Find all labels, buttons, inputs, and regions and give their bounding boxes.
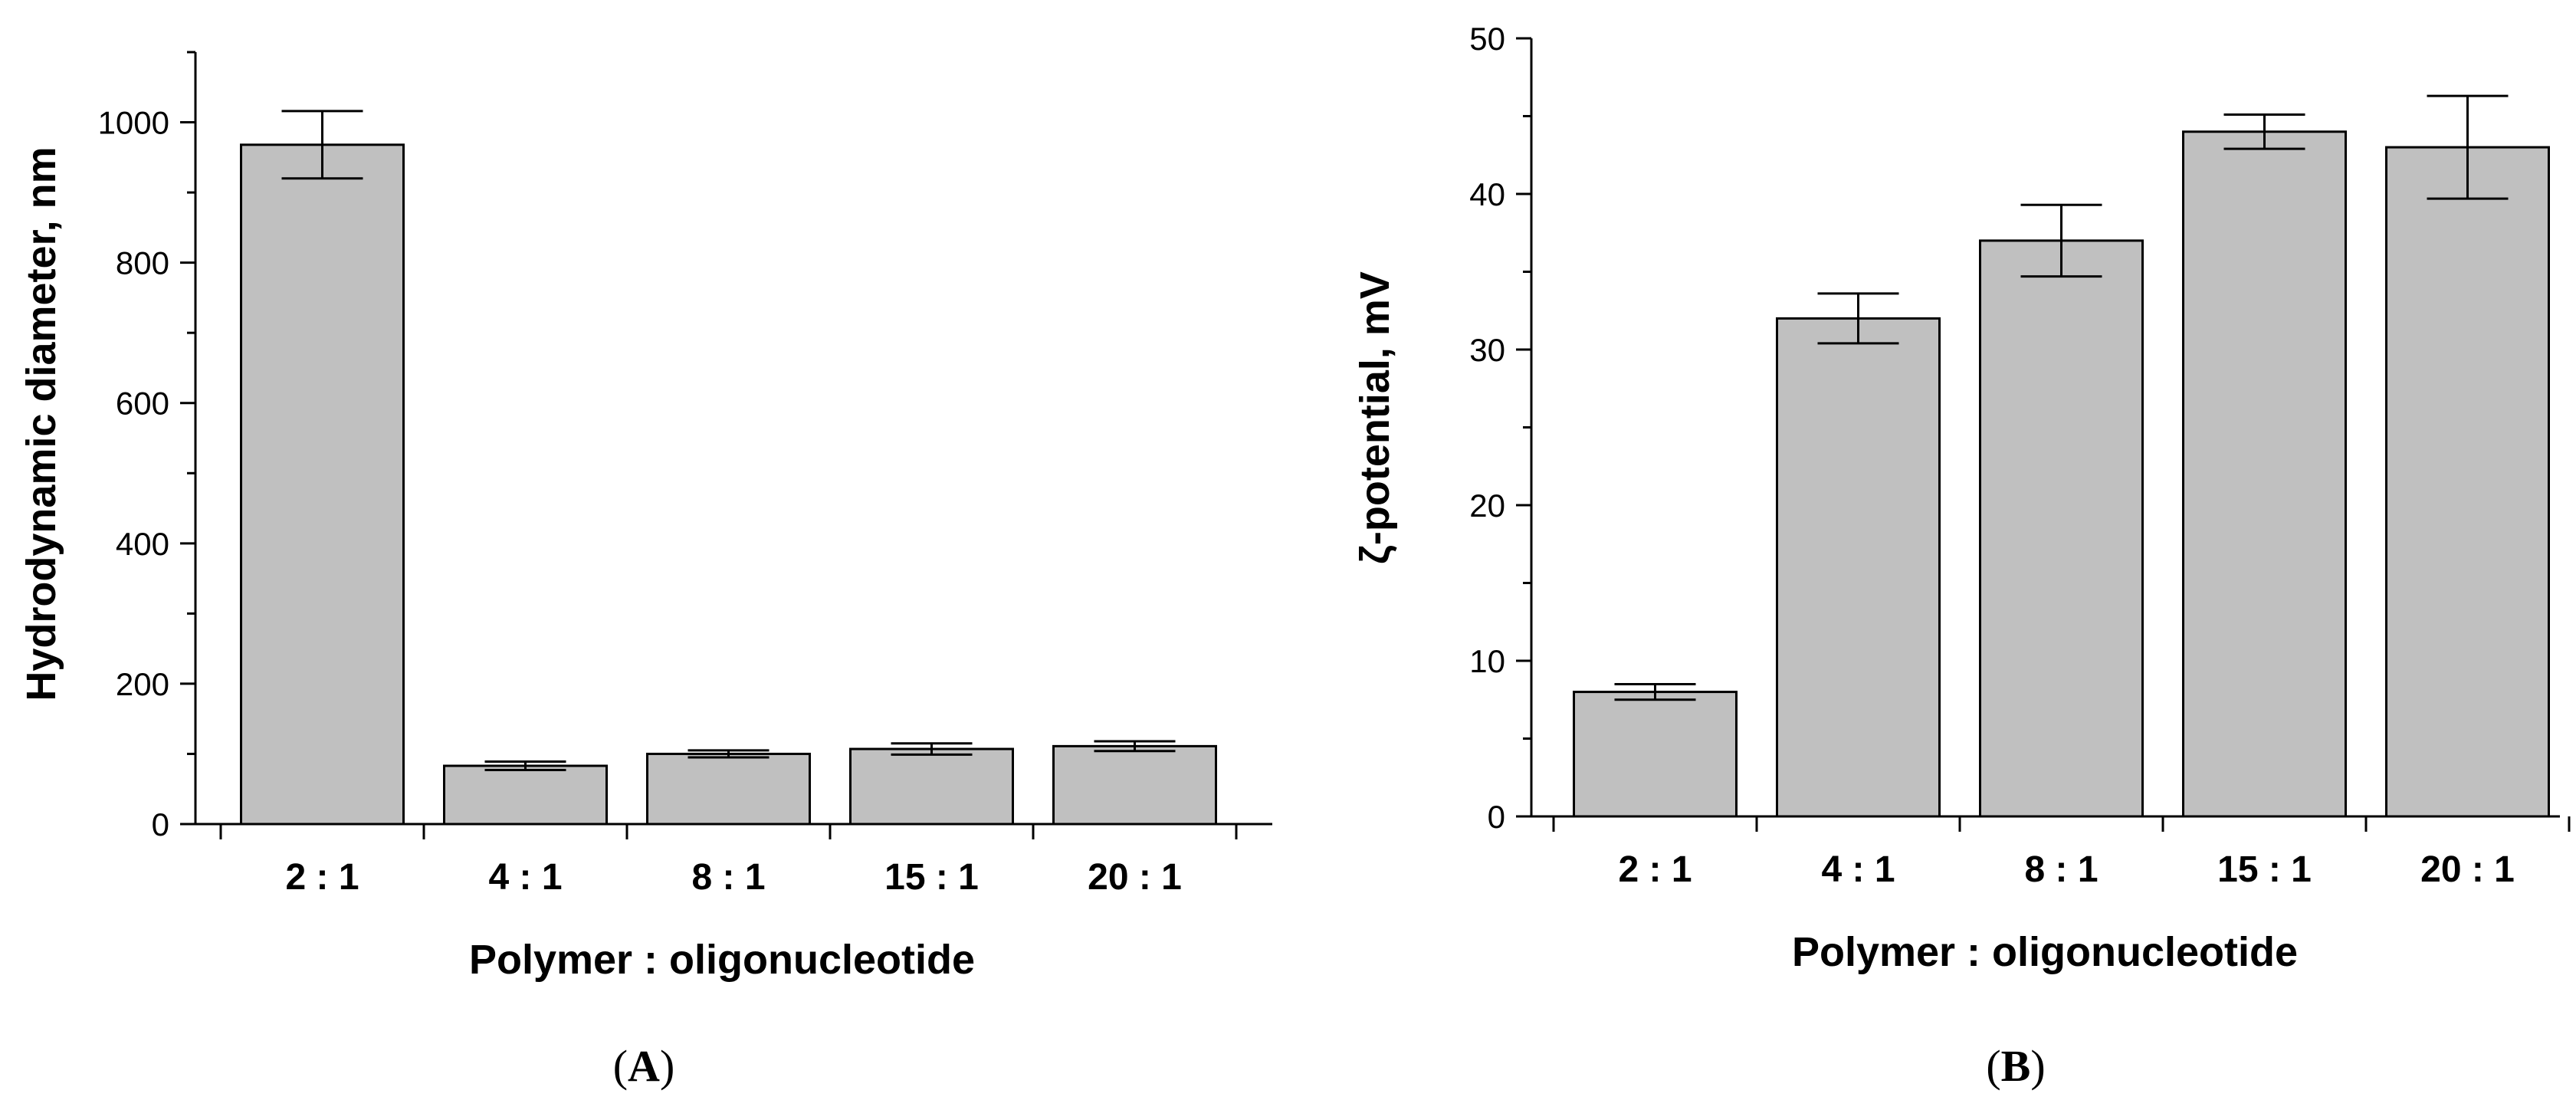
- y-tick-label: 30: [1469, 332, 1505, 368]
- y-tick-label: 200: [116, 666, 169, 702]
- category-label: 8 : 1: [691, 857, 765, 898]
- panel-label-a: (A): [613, 1041, 675, 1091]
- y-tick-label: 20: [1469, 488, 1505, 524]
- y-tick-label: 10: [1469, 643, 1505, 679]
- panel-label-letter: B: [2001, 1041, 2031, 1091]
- bar-3: [1979, 239, 2144, 818]
- error-bar-3: [2020, 203, 2102, 278]
- bar-4: [849, 747, 1014, 826]
- category-label: 4 : 1: [1821, 849, 1895, 890]
- y-tick-label: 1000: [98, 105, 169, 141]
- error-bar-3: [687, 749, 770, 759]
- y-tick-label: 40: [1469, 176, 1505, 212]
- y-tick-label: 50: [1469, 21, 1505, 57]
- category-label: 15 : 1: [884, 857, 979, 898]
- bar-1: [1573, 691, 1738, 818]
- bar-4: [2182, 130, 2347, 818]
- error-bar-4: [891, 742, 973, 756]
- panel-label-open: (: [1986, 1041, 2000, 1091]
- category-label: 2 : 1: [285, 857, 359, 898]
- y-tick-label: 800: [116, 245, 169, 281]
- error-bar-1: [1614, 682, 1696, 701]
- bar-3: [646, 752, 811, 826]
- y-axis-title: Hydrodynamic diameter, nm: [18, 146, 64, 701]
- bar-1: [240, 143, 405, 826]
- error-bar-2: [484, 760, 566, 772]
- x-axis-title: Polymer : oligonucleotide: [469, 937, 975, 983]
- error-bar-5: [1094, 740, 1176, 753]
- category-label: 8 : 1: [2024, 849, 2098, 890]
- chart-panel-b: 0 10 20 30 40 50 2 : 1 4 : 1 8 : 1 15 : 1 20 : 1 Po…: [1352, 21, 2571, 1091]
- y-tick-label: 600: [116, 386, 169, 422]
- error-bar-4: [2223, 113, 2305, 150]
- chart-panel-a: 0 200 400 600 800 1000 2 : 1 4 : 1 8 : 1 15 : 1 20…: [18, 51, 1272, 1091]
- y-tick-label: 400: [116, 526, 169, 562]
- category-label: 2 : 1: [1618, 849, 1692, 890]
- bar-5: [2385, 146, 2550, 818]
- bar-2: [443, 764, 608, 826]
- error-bar-1: [281, 110, 363, 180]
- error-bar-2: [1817, 292, 1899, 345]
- category-label: 4 : 1: [488, 857, 562, 898]
- panel-label-letter: A: [628, 1041, 660, 1091]
- x-axis-title: Polymer : oligonucleotide: [1792, 929, 2298, 975]
- panel-label-b: (B): [1986, 1041, 2045, 1091]
- panel-label-open: (: [613, 1041, 628, 1091]
- category-label: 20 : 1: [2420, 849, 2515, 890]
- bar-5: [1052, 744, 1217, 826]
- category-label: 20 : 1: [1088, 857, 1182, 898]
- y-axis-title: ζ-potential, mV: [1352, 271, 1398, 564]
- y-tick-label: 0: [1488, 799, 1505, 835]
- category-label: 15 : 1: [2217, 849, 2312, 890]
- bar-2: [1776, 317, 1941, 818]
- error-bar-5: [2427, 94, 2509, 200]
- panel-label-close: ): [2030, 1041, 2045, 1091]
- panel-label-close: ): [660, 1041, 674, 1091]
- y-tick-label: 0: [152, 806, 169, 842]
